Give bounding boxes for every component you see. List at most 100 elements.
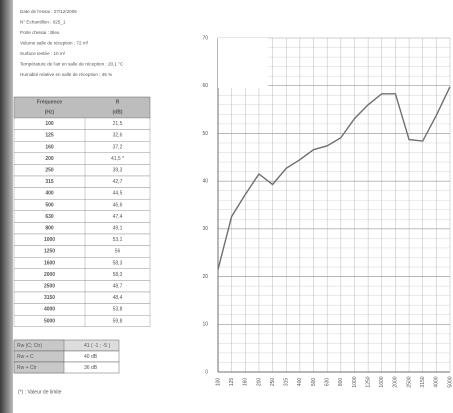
table-cell: 58,3 (113, 260, 123, 266)
table-cell: 53,1 (113, 237, 123, 243)
table-header: (dB) (113, 109, 123, 115)
table-header: Fréquence (37, 99, 63, 105)
edge-shadow (0, 0, 13, 413)
x-tick-label: 630 (325, 378, 331, 387)
table-row (13, 222, 151, 235)
table-cell: 4000 (44, 307, 55, 313)
y-tick-label: 40 (202, 178, 208, 184)
table-cell: 800 (45, 226, 54, 232)
x-tick-label: 100 (215, 378, 221, 387)
x-tick-label: 1000 (352, 376, 358, 387)
table-row (13, 175, 151, 188)
x-tick-label: 250 (270, 378, 276, 387)
x-tick-label: 1250 (365, 376, 371, 387)
y-tick-label: 20 (202, 274, 208, 280)
table-cell: 2500 (44, 284, 55, 290)
table-cell: 58,3 (113, 272, 123, 278)
summary-label: Rw + Ctr (17, 365, 37, 371)
table-cell: 39,3 (113, 168, 123, 174)
header-line: Surface testée : 10 m² (20, 51, 66, 56)
table-cell: 56 (115, 249, 121, 255)
header-line: Date de l'essai : 27/12/2006 (20, 9, 77, 14)
table-cell: 42,7 (113, 179, 123, 185)
table-row (13, 117, 151, 130)
x-tick-label: 3150 (420, 376, 426, 387)
x-tick-label: 160 (243, 378, 249, 387)
y-tick-label: 70 (202, 35, 208, 41)
summary-label: Rw (C; Ctr) (17, 343, 42, 349)
table-cell: 500 (45, 202, 54, 208)
footnote: (*) : Valeur de limite (18, 389, 62, 395)
table-cell: 1000 (44, 237, 55, 243)
x-tick-label: 500 (311, 378, 317, 387)
table-header: R (116, 99, 120, 105)
x-tick-label: 4000 (434, 376, 440, 387)
table-cell: 49,1 (113, 226, 123, 232)
table-cell: 37,2 (113, 144, 123, 150)
table-cell: 32,6 (113, 133, 123, 139)
table-row (13, 198, 151, 211)
table-row (13, 245, 151, 258)
summary-label: Rw + C (17, 354, 34, 360)
summary-label-bg (13, 361, 65, 374)
table-cell: 2000 (44, 272, 55, 278)
y-tick-label: 50 (202, 131, 208, 137)
table-cell: 1250 (44, 249, 55, 255)
table-row (13, 315, 151, 328)
table-row (13, 280, 151, 293)
table-header-bg (13, 96, 151, 119)
data-line (217, 86, 451, 270)
table-cell: 41,5 * (111, 156, 124, 162)
table-cell: 125 (45, 133, 54, 139)
table-row (13, 129, 151, 142)
table-cell: 250 (45, 168, 54, 174)
x-tick-label: 5000 (447, 376, 453, 387)
table-row (13, 291, 151, 304)
table-cell: 47,4 (113, 214, 123, 220)
y-tick-label: 0 (205, 369, 208, 375)
table-row (13, 268, 151, 281)
x-tick-label: 800 (338, 378, 344, 387)
summary-value: 40 dB (84, 354, 98, 360)
table-cell: 200 (45, 156, 54, 162)
header-line: Porte d'essai : Bleu (20, 30, 60, 35)
table-cell: 315 (45, 179, 54, 185)
x-tick-label: 1600 (379, 376, 385, 387)
y-tick-label: 60 (202, 83, 208, 89)
table-cell: 48,7 (113, 284, 123, 290)
y-tick-label: 10 (202, 322, 208, 328)
table-row (13, 233, 151, 246)
table-cell: 21,5 (113, 121, 123, 127)
x-tick-label: 2500 (406, 376, 412, 387)
header-line: N° Echantillon : 025_1 (20, 20, 66, 25)
table-cell: 53,8 (113, 307, 123, 313)
table-cell: 160 (45, 144, 54, 150)
table-row (13, 140, 151, 153)
table-cell: 400 (45, 191, 54, 197)
header-line: Volume salle de réception : 72 m³ (20, 41, 89, 46)
x-tick-label: 200 (256, 378, 262, 387)
header-line: Température de l'air en salle de récepti… (20, 62, 124, 67)
table-row (13, 152, 151, 165)
table-row (13, 257, 151, 270)
table-cell: 48,4 (113, 295, 123, 301)
x-tick-label: 315 (284, 378, 290, 387)
table-cell: 100 (45, 121, 54, 127)
x-tick-label: 2000 (393, 376, 399, 387)
x-tick-label: 400 (297, 378, 303, 387)
table-header: (Hz) (45, 109, 55, 115)
blank-box (218, 38, 268, 88)
table-row (13, 210, 151, 223)
summary-value: 41 ( -1 ; -5 ) (84, 343, 110, 349)
table-row (13, 187, 151, 200)
summary-value: 36 dB (84, 365, 98, 371)
table-cell: 630 (45, 214, 54, 220)
table-cell: 3150 (44, 295, 55, 301)
table-row (13, 164, 151, 177)
table-cell: 44,5 (113, 191, 123, 197)
table-row (13, 303, 151, 316)
header-line: Humidité relative en salle de réception … (20, 72, 112, 77)
y-tick-label: 30 (202, 226, 208, 232)
